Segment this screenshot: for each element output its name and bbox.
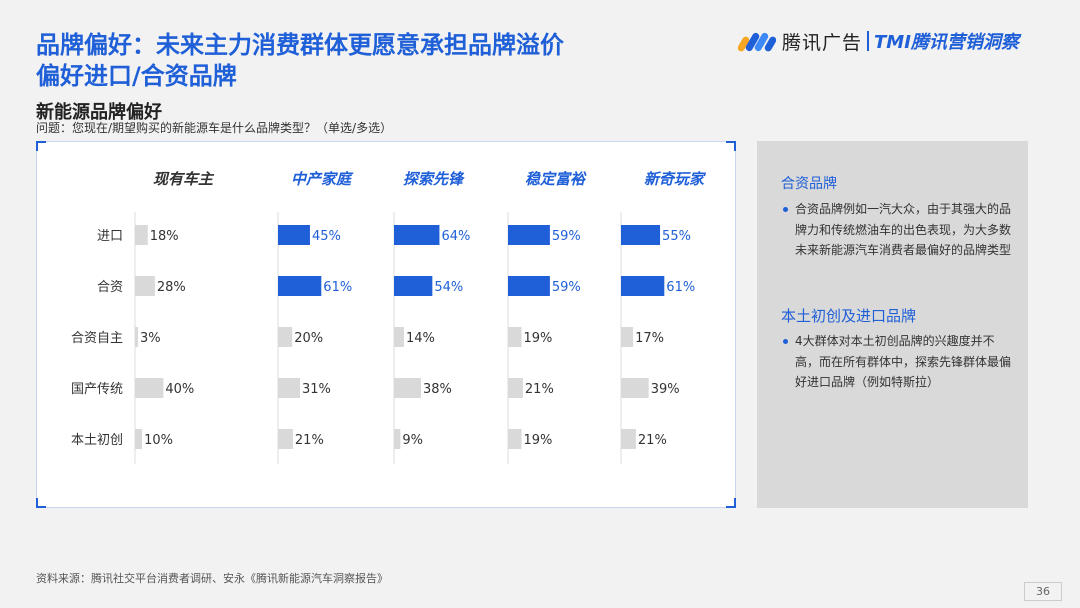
category-label: 进口 <box>97 229 123 244</box>
bar <box>508 327 522 347</box>
data-label: 20% <box>294 331 323 346</box>
series-header-4: 稳定富裕 <box>525 170 587 188</box>
logo-brand-text: 腾讯广告 <box>782 31 863 54</box>
data-label: 17% <box>635 331 664 346</box>
data-label: 21% <box>295 433 324 448</box>
data-label: 10% <box>144 433 173 448</box>
data-label: 54% <box>434 280 463 295</box>
insight-bullet-startup: 4大群体对本土初创品牌的兴趣度并不高，而在所有群体中，探索先锋群体最偏好进口品牌… <box>781 331 1013 393</box>
data-label: 28% <box>157 280 186 295</box>
bar <box>621 225 661 245</box>
data-label: 19% <box>523 433 552 448</box>
data-label: 61% <box>323 280 352 295</box>
bullet-dot-icon <box>783 339 788 344</box>
data-label: 9% <box>402 433 423 448</box>
data-label: 64% <box>441 229 470 244</box>
bar <box>135 225 148 245</box>
bar <box>135 327 138 347</box>
data-label: 31% <box>302 382 331 397</box>
bar <box>508 225 550 245</box>
insight-bullet-jv-text: 合资品牌例如一汽大众，由于其强大的品牌力和传统燃油车的出色表现，为大多数未来新能… <box>795 202 1012 257</box>
data-label: 18% <box>150 229 179 244</box>
bar <box>394 327 404 347</box>
bar <box>508 429 522 449</box>
data-label: 3% <box>140 331 161 346</box>
bar <box>135 429 143 449</box>
data-label: 40% <box>165 382 194 397</box>
data-label: 45% <box>312 229 341 244</box>
bar <box>278 327 293 347</box>
bar <box>278 429 293 449</box>
bullet-dot-icon <box>783 207 788 212</box>
bar <box>278 276 322 296</box>
series-header-1: 现有车主 <box>153 170 215 188</box>
bar <box>621 276 665 296</box>
data-label: 61% <box>666 280 695 295</box>
data-source: 资料来源：腾讯社交平台消费者调研、安永《腾讯新能源汽车洞察报告》 <box>36 572 388 585</box>
series-header-2: 中产家庭 <box>291 170 354 188</box>
page-title-line1: 品牌偏好：未来主力消费群体更愿意承担品牌溢价 <box>36 31 564 59</box>
bar <box>135 276 155 296</box>
series-header-5: 新奇玩家 <box>644 170 707 188</box>
data-label: 59% <box>552 280 581 295</box>
bar <box>394 225 440 245</box>
series-header-3: 探索先锋 <box>403 170 465 188</box>
category-label: 合资自主 <box>71 331 123 346</box>
insight-bullet-startup-text: 4大群体对本土初创品牌的兴趣度并不高，而在所有群体中，探索先锋群体最偏好进口品牌… <box>795 334 1012 389</box>
insight-sidebar: 合资品牌 合资品牌例如一汽大众，由于其强大的品牌力和传统燃油车的出色表现，为大多… <box>757 141 1028 508</box>
panel-corner <box>36 141 46 151</box>
bar <box>621 378 649 398</box>
bar <box>278 225 310 245</box>
insight-heading-jv: 合资品牌 <box>781 176 837 192</box>
bar <box>278 378 301 398</box>
data-label: 14% <box>406 331 435 346</box>
bar <box>394 429 401 449</box>
data-label: 21% <box>525 382 554 397</box>
survey-question: 问题：您现在/期望购买的新能源车是什么品牌类型？（单选/多选） <box>36 121 393 135</box>
data-label: 19% <box>523 331 552 346</box>
page-title-line2: 偏好进口/合资品牌 <box>36 62 237 90</box>
page-title: 品牌偏好：未来主力消费群体更愿意承担品牌溢价 偏好进口/合资品牌 <box>36 30 716 92</box>
bar <box>394 276 433 296</box>
panel-corner <box>726 141 736 151</box>
logo-product-text: TMI腾讯营销洞察 <box>874 32 1019 53</box>
data-label: 59% <box>552 229 581 244</box>
tencent-ads-logo-icon <box>738 32 776 52</box>
category-label: 合资 <box>97 280 123 295</box>
logo-divider <box>867 31 870 51</box>
data-label: 38% <box>423 382 452 397</box>
brand-preference-chart: 现有车主 18% 28% 3% 40% 10% 中产家庭 45% 61% 20% 31% 21% 探索先… <box>71 170 707 464</box>
bar <box>621 429 636 449</box>
insight-heading-startup: 本土初创及进口品牌 <box>781 307 917 325</box>
bar <box>394 378 421 398</box>
category-label: 国产传统 <box>71 382 123 397</box>
bar <box>508 378 523 398</box>
category-label: 本土初创 <box>71 433 123 448</box>
section-subtitle: 新能源品牌偏好 <box>36 102 162 123</box>
data-label: 55% <box>662 229 691 244</box>
data-label: 39% <box>651 382 680 397</box>
bar <box>508 276 550 296</box>
data-label: 21% <box>638 433 667 448</box>
bar <box>621 327 634 347</box>
brand-logo: 腾讯广告 TMI腾讯营销洞察 <box>738 26 1019 56</box>
panel-corner <box>36 498 46 508</box>
page-number: 36 <box>1024 582 1062 601</box>
bar <box>135 378 164 398</box>
chart-panel: 现有车主 18% 28% 3% 40% 10% 中产家庭 45% 61% 20% 31% 21% 探索先… <box>36 141 736 508</box>
panel-corner <box>726 498 736 508</box>
insight-bullet-jv: 合资品牌例如一汽大众，由于其强大的品牌力和传统燃油车的出色表现，为大多数未来新能… <box>781 199 1013 261</box>
